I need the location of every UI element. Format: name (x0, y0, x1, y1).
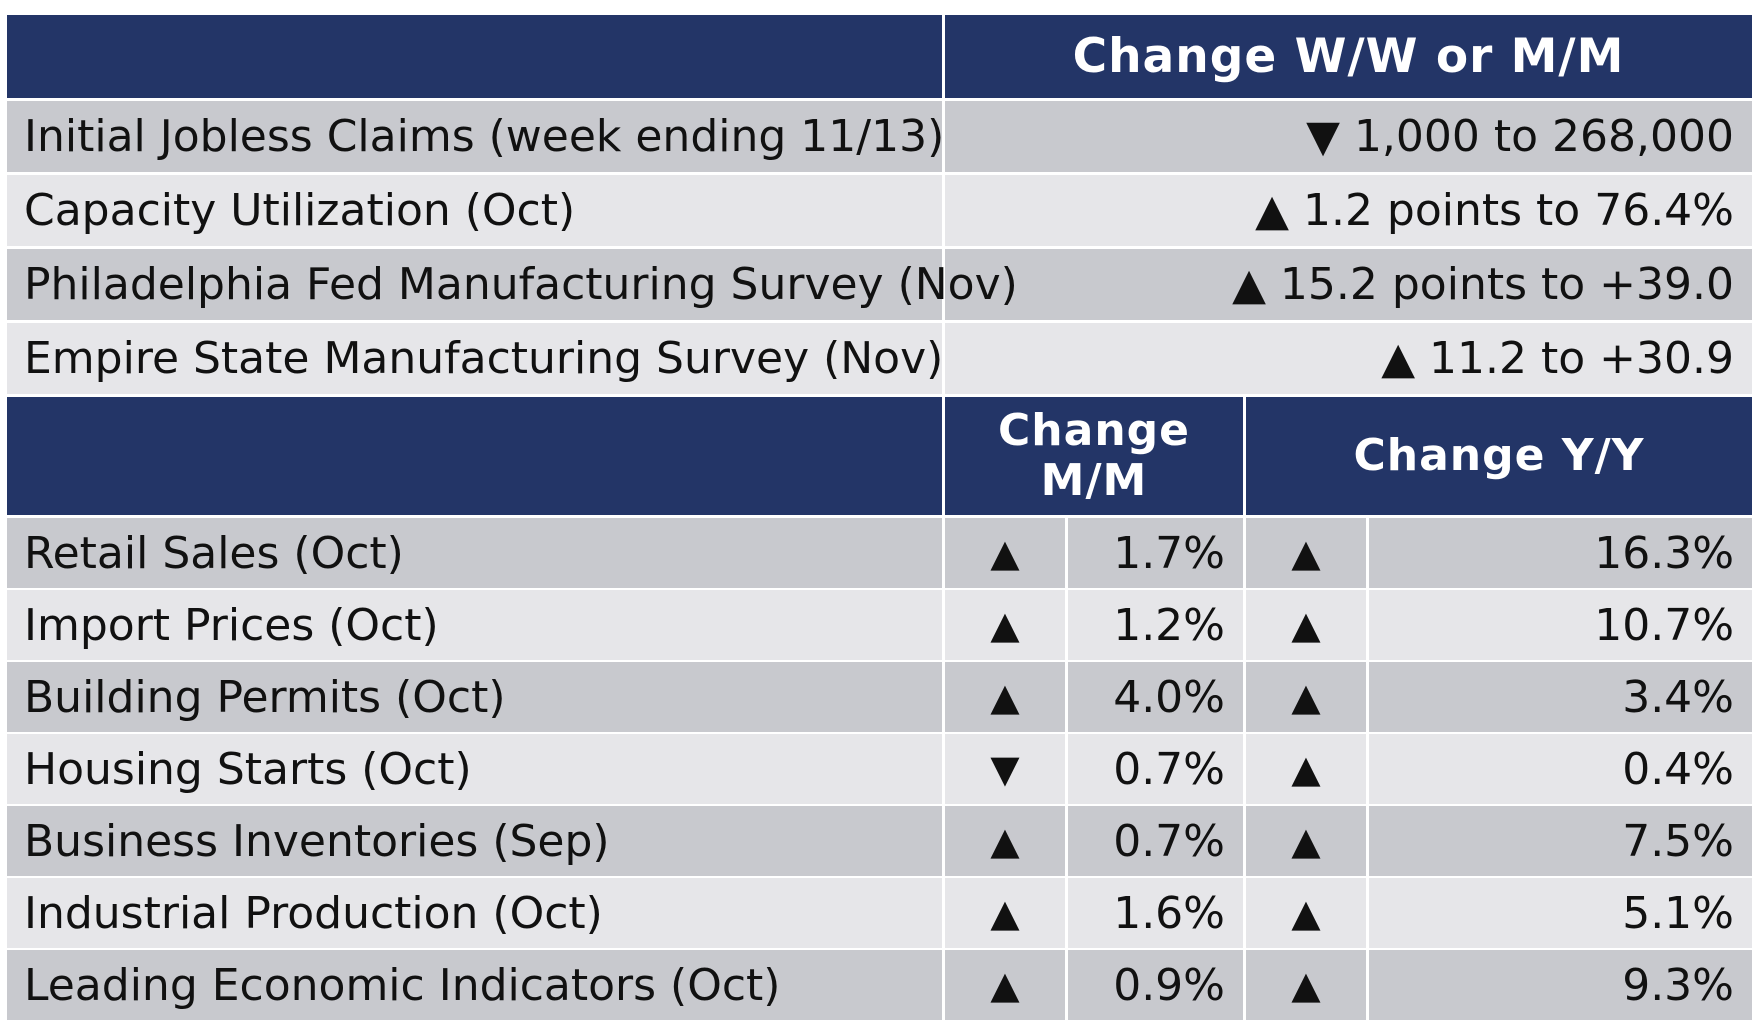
indicator-label: Empire State Manufacturing Survey (Nov) (7, 323, 945, 397)
arrow-up-icon: ▲ (1246, 590, 1369, 662)
arrow-up-icon: ▲ (1246, 662, 1369, 734)
change-ww-mm-header: Change W/W or M/M (945, 15, 1752, 101)
table-row: Philadelphia Fed Manufacturing Survey (N… (7, 249, 1752, 323)
yy-change-value: 9.3% (1369, 950, 1752, 1022)
mm-change-value: 0.7% (1068, 806, 1246, 878)
table-row: Initial Jobless Claims (week ending 11/1… (7, 101, 1752, 175)
change-value: ▲ 11.2 to +30.9 (945, 323, 1752, 397)
mm-change-value: 1.6% (1068, 878, 1246, 950)
indicator-label: Import Prices (Oct) (7, 590, 945, 662)
mm-change-value: 1.2% (1068, 590, 1246, 662)
change-value: ▲ 1.2 points to 76.4% (945, 175, 1752, 249)
arrow-up-icon: ▲ (945, 518, 1068, 590)
indicator-label: Philadelphia Fed Manufacturing Survey (N… (7, 249, 1018, 323)
mm-yy-table: Change M/M Change Y/Y Retail Sales (Oct)… (7, 397, 1752, 1022)
table-row: Business Inventories (Sep) ▲ 0.7% ▲ 7.5% (7, 806, 1752, 878)
indicator-label: Capacity Utilization (Oct) (7, 175, 945, 249)
arrow-up-icon: ▲ (945, 878, 1068, 950)
change-mm-header: Change M/M (945, 397, 1246, 518)
table-row: Housing Starts (Oct) ▼ 0.7% ▲ 0.4% (7, 734, 1752, 806)
weekly-monthly-table: Change W/W or M/M Initial Jobless Claims… (7, 15, 1752, 397)
indicator-label: Housing Starts (Oct) (7, 734, 945, 806)
arrow-up-icon: ▲ (1232, 259, 1266, 310)
table-row: Empire State Manufacturing Survey (Nov) … (7, 323, 1752, 397)
mm-change-value: 0.9% (1068, 950, 1246, 1022)
arrow-up-icon: ▲ (945, 662, 1068, 734)
arrow-up-icon: ▲ (1246, 878, 1369, 950)
blank-header-cell (7, 397, 945, 518)
yy-change-value: 16.3% (1369, 518, 1752, 590)
arrow-up-icon: ▲ (945, 950, 1068, 1022)
indicator-label: Business Inventories (Sep) (7, 806, 945, 878)
yy-change-value: 3.4% (1369, 662, 1752, 734)
yy-change-value: 0.4% (1369, 734, 1752, 806)
change-value: ▲ 15.2 points to +39.0 (945, 249, 1752, 323)
table-row: Building Permits (Oct) ▲ 4.0% ▲ 3.4% (7, 662, 1752, 734)
blank-header-cell (7, 15, 945, 101)
table-row: Capacity Utilization (Oct) ▲ 1.2 points … (7, 175, 1752, 249)
arrow-up-icon: ▲ (945, 806, 1068, 878)
indicator-label: Industrial Production (Oct) (7, 878, 945, 950)
indicator-label: Building Permits (Oct) (7, 662, 945, 734)
indicator-label: Leading Economic Indicators (Oct) (7, 950, 945, 1022)
yy-change-value: 5.1% (1369, 878, 1752, 950)
arrow-up-icon: ▲ (1246, 734, 1369, 806)
table-row: Retail Sales (Oct) ▲ 1.7% ▲ 16.3% (7, 518, 1752, 590)
mm-change-value: 1.7% (1068, 518, 1246, 590)
table-row: Industrial Production (Oct) ▲ 1.6% ▲ 5.1% (7, 878, 1752, 950)
yy-change-value: 7.5% (1369, 806, 1752, 878)
economic-indicators-tables: Change W/W or M/M Initial Jobless Claims… (7, 15, 1752, 1022)
arrow-up-icon: ▲ (1246, 806, 1369, 878)
change-yy-header: Change Y/Y (1246, 397, 1752, 518)
change-value: ▼ 1,000 to 268,000 (945, 101, 1752, 175)
table-row: Leading Economic Indicators (Oct) ▲ 0.9% ▲ 9… (7, 950, 1752, 1022)
indicator-label: Retail Sales (Oct) (7, 518, 945, 590)
mm-change-value: 4.0% (1068, 662, 1246, 734)
mm-change-value: 0.7% (1068, 734, 1246, 806)
indicator-label: Initial Jobless Claims (week ending 11/1… (7, 101, 945, 175)
arrow-down-icon: ▼ (1306, 111, 1340, 162)
arrow-up-icon: ▲ (1255, 185, 1289, 236)
yy-change-value: 10.7% (1369, 590, 1752, 662)
arrow-up-icon: ▲ (1246, 950, 1369, 1022)
arrow-up-icon: ▲ (1246, 518, 1369, 590)
table-row: Import Prices (Oct) ▲ 1.2% ▲ 10.7% (7, 590, 1752, 662)
arrow-down-icon: ▼ (945, 734, 1068, 806)
arrow-up-icon: ▲ (945, 590, 1068, 662)
arrow-up-icon: ▲ (1381, 333, 1416, 384)
